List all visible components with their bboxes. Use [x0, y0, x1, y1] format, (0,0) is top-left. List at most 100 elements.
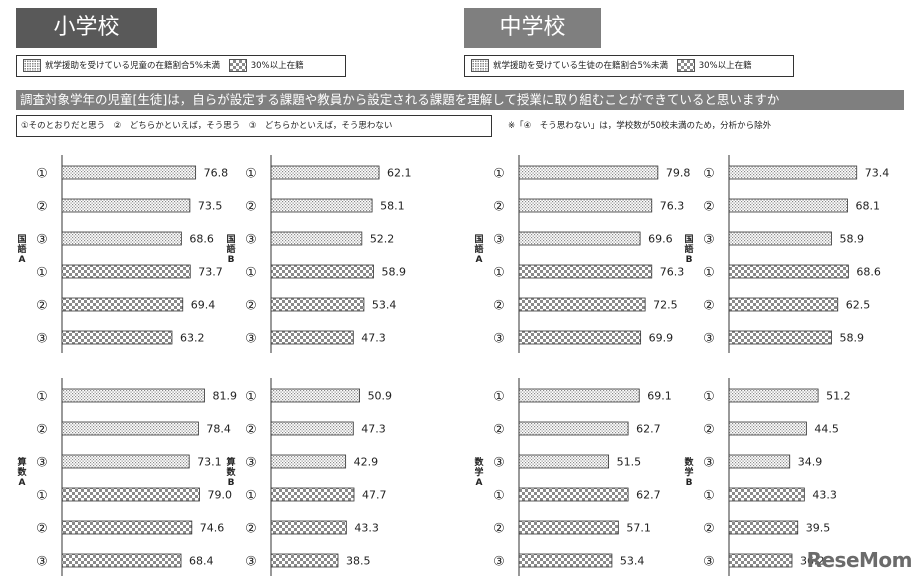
- category-label: ①: [493, 489, 505, 504]
- bar: [518, 264, 653, 279]
- legend-low-label: 就学援助を受けている生徒の在籍割合5%未満: [493, 61, 668, 71]
- bar: [61, 553, 182, 568]
- bar-value-label: 79.8: [666, 167, 691, 180]
- bar-value-label: 69.6: [648, 233, 673, 246]
- bar: [518, 198, 653, 213]
- bar: [61, 454, 190, 469]
- category-label: ①: [36, 167, 48, 182]
- category-label: ③: [493, 233, 505, 248]
- bar-value-label: 68.1: [855, 200, 880, 213]
- category-label: ③: [703, 555, 715, 570]
- bar-value-label: 57.1: [626, 522, 651, 535]
- bar-value-label: 43.3: [354, 522, 379, 535]
- bar-value-label: 69.4: [191, 299, 216, 312]
- bar-value-label: 68.6: [189, 233, 214, 246]
- category-label: ①: [245, 390, 257, 405]
- subject-label: B: [686, 255, 693, 265]
- bar-value-label: 50.9: [368, 390, 393, 403]
- bar-value-label: 73.1: [197, 456, 222, 469]
- bar-value-label: 73.7: [198, 266, 223, 279]
- bar-value-label: 47.3: [361, 423, 386, 436]
- category-label: ③: [703, 456, 715, 471]
- bar: [61, 165, 197, 180]
- category-label: ③: [245, 456, 257, 471]
- category-label: ①: [703, 489, 715, 504]
- question-text: 調査対象学年の児童[生徒]は，自らが設定する課題や教員から設定される課題を理解し…: [16, 90, 904, 110]
- category-label: ③: [493, 332, 505, 347]
- bar: [518, 487, 629, 502]
- category-label: ②: [36, 200, 48, 215]
- category-label: ②: [245, 423, 257, 438]
- bar-value-label: 68.6: [856, 266, 881, 279]
- category-label: ③: [245, 233, 257, 248]
- subject-label: A: [476, 255, 483, 265]
- bar: [61, 297, 184, 312]
- category-label: ②: [703, 200, 715, 215]
- answer-options: ①そのとおりだと思う ② どちらかといえば，そう思う ③ どちらかといえば，そう…: [16, 115, 492, 137]
- category-label: ①: [703, 390, 715, 405]
- bar-value-label: 51.2: [826, 390, 851, 403]
- category-label: ③: [703, 332, 715, 347]
- category-label: ②: [493, 299, 505, 314]
- bar: [728, 520, 799, 535]
- bar-value-label: 73.4: [865, 167, 890, 180]
- bar: [270, 454, 347, 469]
- bar-value-label: 58.9: [839, 332, 864, 345]
- bar: [728, 388, 819, 403]
- bar: [61, 421, 199, 436]
- bar-value-label: 76.8: [204, 167, 229, 180]
- bar-value-label: 62.7: [636, 489, 661, 502]
- bar: [728, 330, 832, 345]
- subject-label: 学: [474, 466, 483, 478]
- category-label: ①: [493, 390, 505, 405]
- subject-label: 算: [17, 456, 26, 468]
- bar-value-label: 74.6: [200, 522, 225, 535]
- category-label: ①: [36, 266, 48, 281]
- bar: [518, 165, 659, 180]
- category-label: ②: [493, 522, 505, 537]
- category-label: ②: [493, 423, 505, 438]
- bar: [728, 165, 858, 180]
- category-label: ③: [36, 456, 48, 471]
- subject-label: 国: [474, 234, 483, 245]
- category-label: ①: [245, 489, 257, 504]
- bar-value-label: 62.1: [387, 167, 412, 180]
- bar: [518, 553, 613, 568]
- bar-value-label: 47.3: [361, 332, 386, 345]
- bar-value-label: 58.9: [839, 233, 864, 246]
- subject-label: 数: [474, 456, 484, 468]
- bar: [518, 421, 629, 436]
- category-label: ②: [493, 200, 505, 215]
- bar-value-label: 76.3: [660, 200, 685, 213]
- legend-high-label: 30%以上在籍: [698, 61, 752, 71]
- bar: [61, 264, 191, 279]
- bar: [61, 231, 182, 246]
- bar: [728, 454, 791, 469]
- category-label: ②: [36, 423, 48, 438]
- category-label: ③: [703, 233, 715, 248]
- bar-value-label: 69.9: [649, 332, 674, 345]
- exclusion-note: ※「④ そう思わない」は，学校数が50校未満のため，分析から除外: [508, 121, 772, 131]
- bar-value-label: 63.2: [180, 332, 205, 345]
- category-label: ①: [703, 266, 715, 281]
- category-label: ①: [493, 266, 505, 281]
- subject-label: 国: [684, 234, 693, 245]
- bar-value-label: 68.4: [189, 555, 214, 568]
- bar-value-label: 38.5: [346, 555, 371, 568]
- fine-pattern-swatch: [471, 59, 489, 72]
- bar: [270, 553, 339, 568]
- category-label: ①: [36, 390, 48, 405]
- category-label: ③: [36, 555, 48, 570]
- junior-legend: 就学援助を受けている生徒の在籍割合5%未満 30%以上在籍: [464, 55, 794, 77]
- bar: [61, 330, 173, 345]
- bar-value-label: 72.5: [653, 299, 678, 312]
- subject-label: B: [228, 478, 235, 488]
- category-label: ①: [493, 167, 505, 182]
- subject-label: 数: [226, 466, 236, 478]
- bar: [270, 297, 365, 312]
- subject-label: 語: [226, 243, 235, 255]
